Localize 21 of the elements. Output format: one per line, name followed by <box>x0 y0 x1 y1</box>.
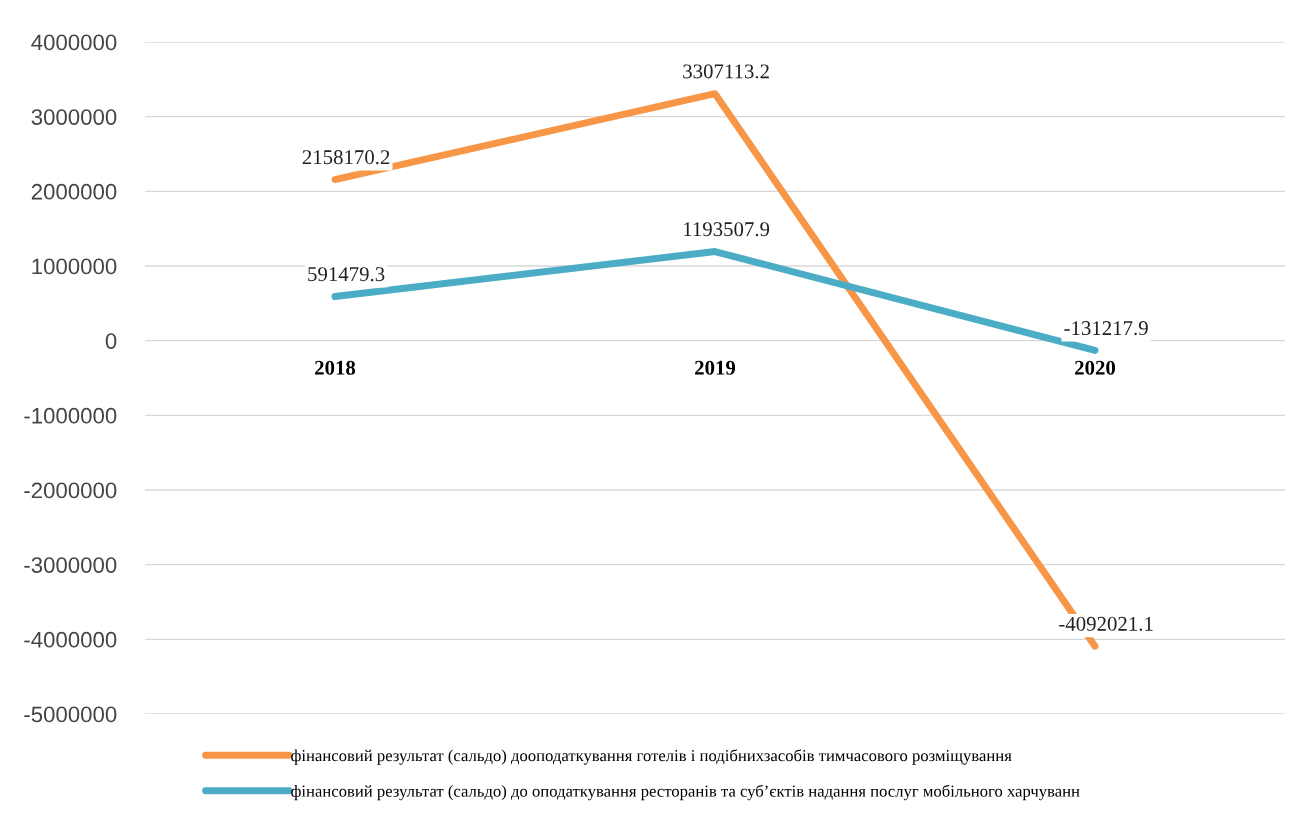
legend-label: фінансовий результат (сальдо) дооподаткування готелів і подібнихзасобів тимчасового розміщування <box>291 749 1012 765</box>
y-tick-label: 4000000 <box>31 34 117 51</box>
x-tick-label: 2018 <box>315 360 356 375</box>
y-tick-label: 3000000 <box>31 109 117 125</box>
y-tick-label: -1000000 <box>24 407 117 424</box>
y-tick-label: 2000000 <box>31 183 117 200</box>
x-tick-label: 2020 <box>1075 360 1116 375</box>
y-tick-label: 0 <box>105 333 117 349</box>
legend-label: фінансовий результат (сальдо) до оподаткування ресторанів та суб’єктів надання послуг мобільного харчуванн <box>291 784 1080 801</box>
y-tick-label: -5000000 <box>24 706 117 723</box>
data-label: 3307113.2 <box>683 64 769 79</box>
data-label: -4092021.1 <box>1059 616 1153 631</box>
data-label: 591479.3 <box>308 267 385 282</box>
data-label: 2158170.2 <box>302 150 390 165</box>
y-tick-label: -2000000 <box>24 482 117 499</box>
y-tick-label: 1000000 <box>32 258 117 275</box>
y-tick-label: -3000000 <box>24 557 117 573</box>
y-tick-label: -4000000 <box>24 631 117 648</box>
data-label: -131217.9 <box>1064 321 1148 336</box>
x-tick-label: 2019 <box>695 360 736 375</box>
data-label: 1193507.9 <box>684 222 770 237</box>
